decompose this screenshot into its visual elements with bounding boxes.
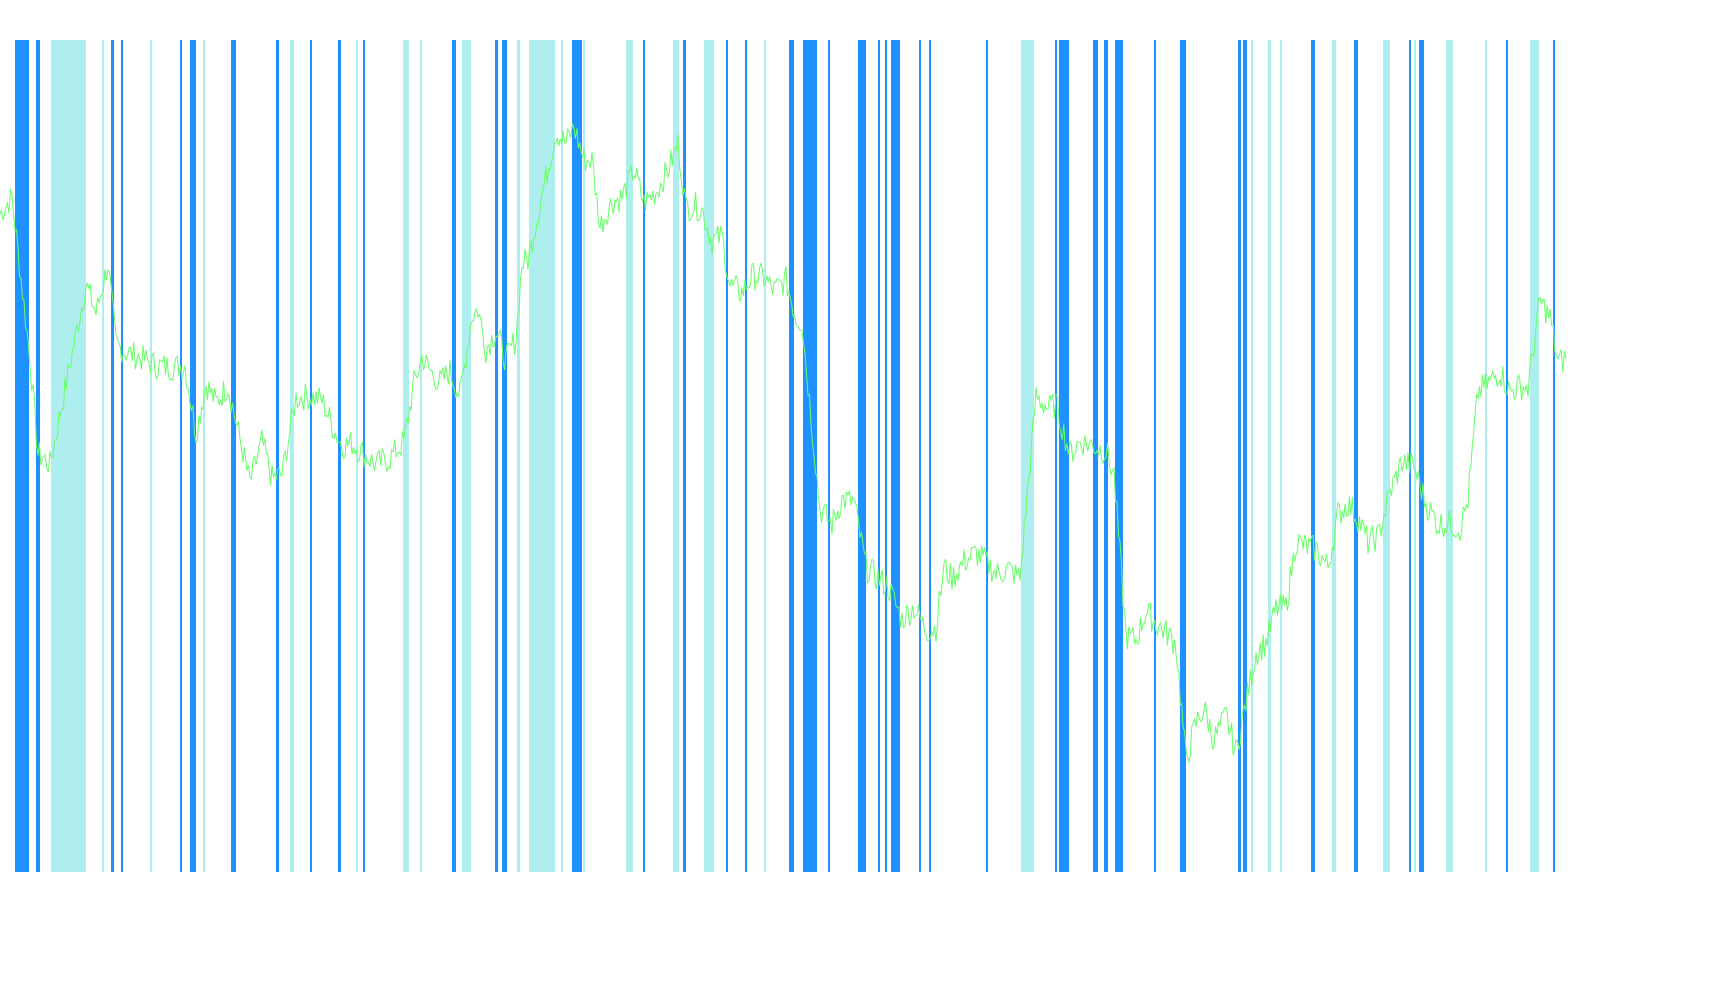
band-light-64 (1414, 40, 1416, 872)
band-light-56 (1251, 40, 1253, 872)
band-light-35 (764, 40, 766, 872)
band-strong-54 (1238, 40, 1241, 872)
band-strong-49 (1093, 40, 1098, 872)
band-strong-34 (745, 40, 747, 872)
series-layer (0, 123, 1567, 764)
band-layer (15, 40, 1555, 872)
band-strong-47 (1055, 40, 1057, 872)
band-light-3 (102, 40, 104, 872)
band-strong-16 (363, 40, 365, 872)
band-light-66 (1446, 40, 1453, 872)
band-strong-29 (643, 40, 645, 872)
band-strong-8 (190, 40, 196, 872)
band-light-58 (1280, 40, 1282, 872)
band-strong-61 (1354, 40, 1358, 872)
band-light-60 (1332, 40, 1336, 872)
band-strong-44 (929, 40, 931, 872)
band-light-30 (673, 40, 679, 872)
band-light-28 (626, 40, 633, 872)
band-strong-63 (1409, 40, 1411, 872)
band-strong-7 (180, 40, 182, 872)
band-strong-31 (683, 40, 686, 872)
band-strong-1 (36, 40, 40, 872)
band-light-62 (1383, 40, 1390, 872)
band-light-6 (150, 40, 152, 872)
band-light-27 (583, 40, 585, 872)
band-strong-52 (1154, 40, 1156, 872)
band-light-57 (1268, 40, 1271, 872)
band-strong-0 (15, 40, 29, 872)
band-light-23 (517, 40, 520, 872)
band-strong-51 (1115, 40, 1123, 872)
band-light-18 (420, 40, 422, 872)
band-light-24 (529, 40, 555, 872)
band-light-12 (290, 40, 294, 872)
series-line (0, 123, 1567, 764)
band-strong-11 (276, 40, 279, 872)
band-strong-38 (828, 40, 830, 872)
band-strong-19 (452, 40, 456, 872)
band-light-17 (403, 40, 409, 872)
band-strong-59 (1311, 40, 1315, 872)
band-strong-37 (803, 40, 817, 872)
band-strong-41 (885, 40, 887, 872)
band-light-2 (51, 40, 86, 872)
band-light-25 (561, 40, 563, 872)
band-strong-55 (1243, 40, 1247, 872)
band-strong-13 (310, 40, 312, 872)
band-light-67 (1485, 40, 1487, 872)
band-strong-33 (726, 40, 728, 872)
band-strong-36 (789, 40, 794, 872)
band-strong-45 (986, 40, 988, 872)
band-strong-53 (1180, 40, 1186, 872)
band-strong-39 (858, 40, 866, 872)
band-strong-70 (1553, 40, 1555, 872)
band-strong-26 (572, 40, 582, 872)
band-strong-65 (1419, 40, 1424, 872)
band-strong-10 (231, 40, 236, 872)
band-light-20 (462, 40, 471, 872)
band-strong-5 (121, 40, 123, 872)
band-light-46 (1021, 40, 1034, 872)
band-strong-43 (919, 40, 921, 872)
band-strong-48 (1059, 40, 1069, 872)
band-light-69 (1530, 40, 1539, 872)
band-light-9 (203, 40, 205, 872)
band-light-32 (704, 40, 714, 872)
band-strong-4 (111, 40, 114, 872)
band-strong-42 (891, 40, 900, 872)
band-strong-22 (502, 40, 507, 872)
band-strong-40 (878, 40, 880, 872)
band-strong-14 (338, 40, 341, 872)
band-strong-21 (495, 40, 498, 872)
band-strong-68 (1506, 40, 1508, 872)
